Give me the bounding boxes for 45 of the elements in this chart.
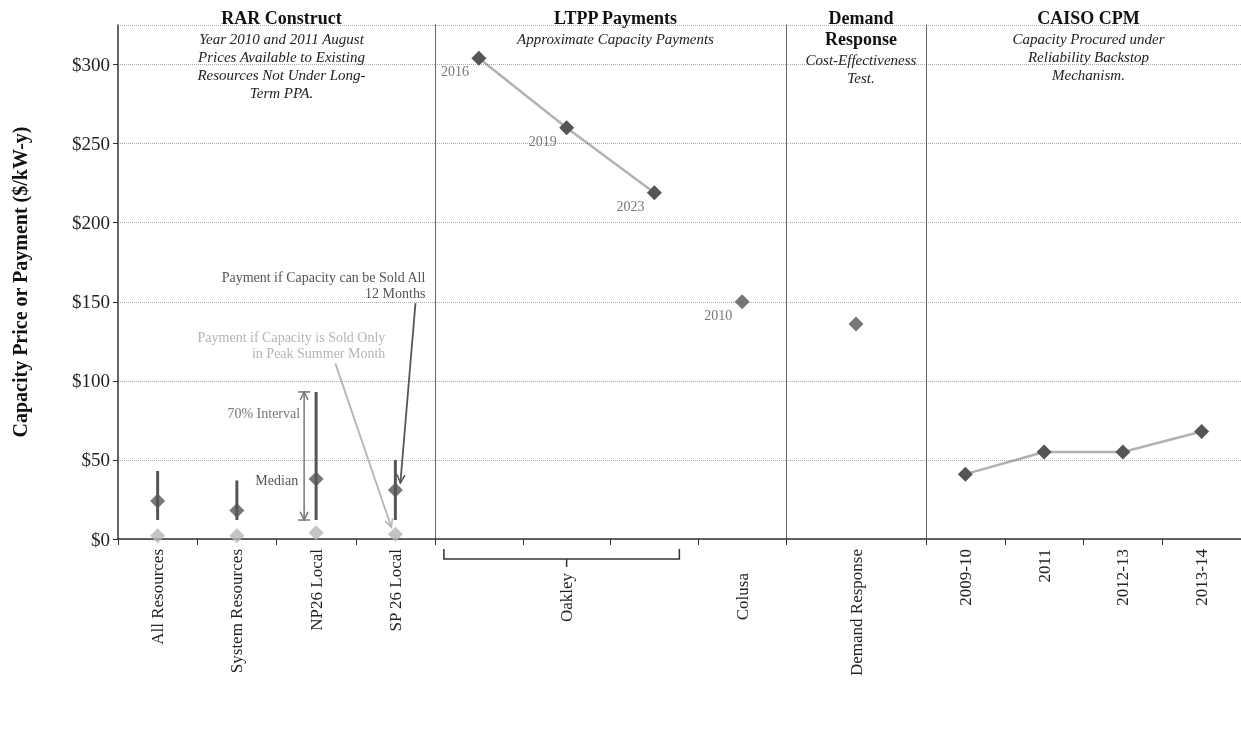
text: Capacity Procured under Reliability Backstop Mechanism. [1012,31,1165,83]
y-tick-label: $50 [81,449,110,471]
y-tick-label: $100 [72,370,110,392]
point [387,526,403,542]
point [734,294,750,310]
y-tick-label: $150 [72,291,110,313]
x-tick-label: 2011 [1034,549,1054,583]
x-tick-label: Colusa [732,572,752,621]
chart-title: CAISO CPM [1037,7,1140,28]
annotation: 2010 [704,307,733,323]
point [646,185,662,201]
point [150,493,166,509]
point [308,471,324,487]
chart-title: LTPP Payments [554,7,677,28]
x-tick-label: Oakley [557,572,577,623]
point [387,482,403,498]
y-axis-title: Capacity Price or Payment ($/kW-y) [9,126,32,438]
y-tick-label: $200 [72,212,110,234]
point [150,528,166,544]
annotation: 2019 [528,133,557,149]
text: Cost-Effectiveness Test. [805,52,917,86]
point [559,120,575,136]
chart-title: RAR Construct [221,7,342,28]
chart-subtitle: Approximate Capacity Payments [516,31,715,47]
point [471,50,487,66]
y-tick-label: $300 [72,54,110,76]
annotation: Payment if Capacity can be Sold All 12 Months [221,269,426,302]
point [229,528,245,544]
text: Year 2010 and 2011 August Prices Available to Existing Resources Not Under Long-Term PPA. [196,31,366,101]
annotation: 2016 [440,64,469,80]
x-tick-label: 2012-13 [1113,549,1133,606]
x-tick-label: System Resources [227,549,247,674]
point [229,503,245,519]
annotation: 70% Interval [227,406,301,422]
y-tick-label: $250 [72,133,110,155]
x-tick-label: 2013-14 [1192,548,1212,606]
x-tick-label: 2009-10 [955,549,975,606]
y-tick-label: $0 [91,528,110,550]
annotation: 2023 [616,198,645,214]
x-tick-label: SP 26 Local [385,548,405,632]
annotation: Payment if Capacity is Sold Only in Peak Summer Month [197,330,386,362]
annotation: Median [255,472,299,488]
x-tick-label: All Resources [148,549,168,645]
x-tick-label: NP26 Local [306,548,326,631]
point [308,525,324,541]
